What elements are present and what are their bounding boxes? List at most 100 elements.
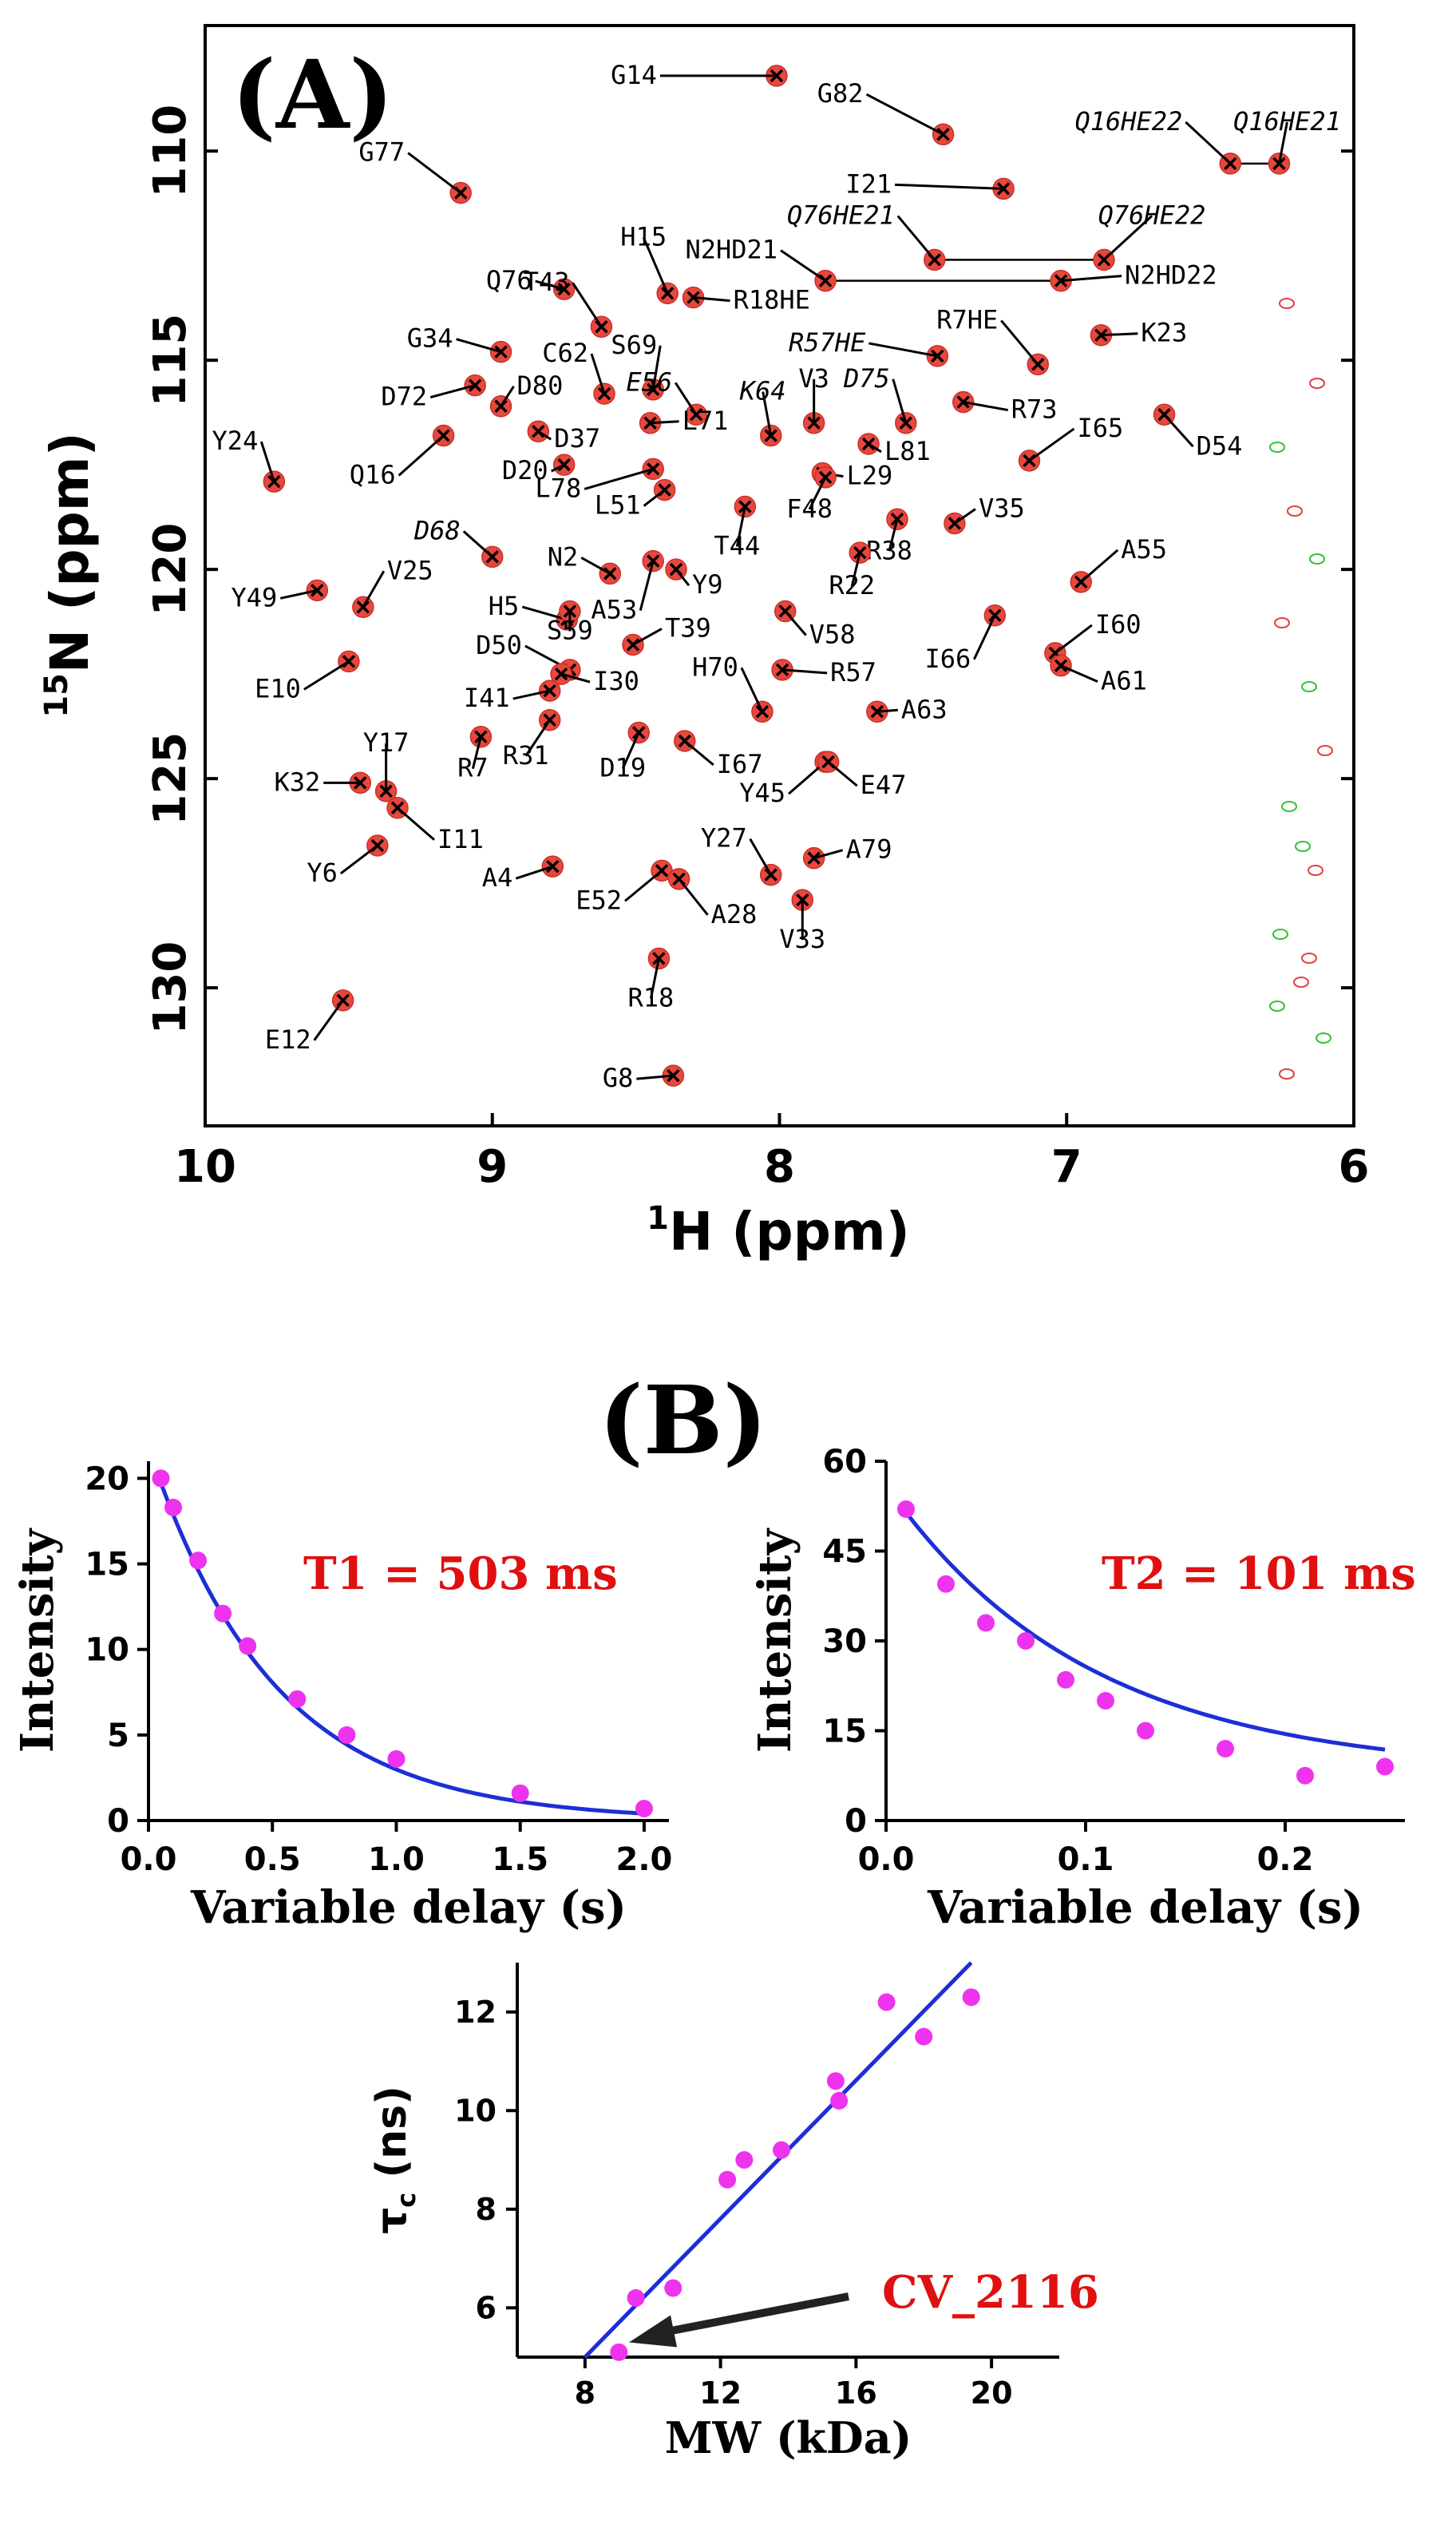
hsqc-peak: R31 — [503, 709, 561, 771]
hsqc-peak-leader — [259, 441, 275, 482]
hsqc-peak-cross — [899, 416, 913, 430]
hsqc-peak-cross — [667, 1068, 680, 1083]
hsqc-peak-label: F48 — [786, 493, 833, 524]
hsqc-peak-label: Y6 — [307, 858, 338, 888]
t2-data-point — [1137, 1722, 1154, 1740]
hsqc-peak-label: L78 — [535, 473, 581, 503]
hsqc-peak-label: K64 — [739, 375, 786, 406]
hsqc-peak-label: Q76HE22 — [1098, 200, 1206, 230]
t1-data-point — [511, 1784, 529, 1802]
tauc-annotation: CV_2116 — [882, 2266, 1099, 2319]
hsqc-peak-label: K32 — [274, 767, 320, 797]
tauc-y-axis-title-rest: (ns) — [368, 2086, 416, 2193]
hsqc-peak-leader — [827, 761, 858, 787]
hsqc-peak-label: I21 — [845, 168, 892, 199]
hsqc-peak-label: D19 — [599, 752, 646, 783]
hsqc-peak-leader — [462, 530, 493, 558]
hsqc-peak: I67 — [674, 730, 763, 779]
hsqc-peak-leader — [537, 430, 552, 441]
hsqc-peak-leader — [572, 282, 603, 328]
noise-contour — [1279, 1068, 1295, 1080]
hsqc-peak: R7 — [457, 725, 493, 783]
hsqc-peak-label: R57HE — [789, 327, 866, 358]
hsqc-y-tick-label: 120 — [144, 523, 196, 616]
hsqc-peak-label: D80 — [517, 370, 564, 401]
hsqc-peak-leader — [1163, 414, 1194, 448]
hsqc-peak: V3 — [798, 363, 829, 434]
hsqc-peak: K64 — [739, 375, 786, 447]
tauc-data-point — [735, 2151, 754, 2169]
hsqc-peak: Y17 — [363, 727, 410, 802]
t2-x-tick-label: 0.2 — [1257, 1841, 1314, 1878]
hsqc-peak-label: A79 — [846, 834, 892, 865]
hsqc-peak-label: A28 — [711, 899, 758, 929]
hsqc-peak: E47 — [817, 751, 906, 800]
hsqc-peak-label: H15 — [620, 221, 667, 252]
hsqc-peak-leader — [780, 249, 826, 282]
hsqc-peak: H70 — [692, 652, 774, 723]
t1-y-tick-label: 20 — [85, 1460, 129, 1497]
hsqc-peak-cross — [764, 868, 777, 882]
hsqc-peak: A28 — [667, 868, 758, 929]
tauc-data-point — [627, 2288, 645, 2307]
hsqc-peak-leader — [683, 739, 714, 767]
tauc-y-tick-label: 8 — [476, 2192, 497, 2227]
hsqc-peak-label: I60 — [1095, 609, 1141, 640]
t2-data-point — [937, 1575, 955, 1593]
hsqc-peak: I30 — [550, 663, 639, 696]
hsqc-peak: D20 — [502, 454, 576, 485]
t1-x-tick-label: 0.5 — [244, 1841, 301, 1878]
hsqc-peak-label: I30 — [593, 666, 639, 696]
hsqc-peak-cross — [660, 287, 675, 300]
hsqc-y-tick-label: 115 — [144, 314, 196, 407]
hsqc-peak-cross — [870, 705, 884, 719]
hsqc-peak-label: Y17 — [363, 727, 410, 758]
hsqc-peak-label: L71 — [682, 406, 729, 436]
hsqc-peak: I66 — [925, 604, 1007, 674]
hsqc-peak-label: R7HE — [936, 304, 998, 335]
t1-x-tick-label: 2.0 — [616, 1841, 673, 1878]
hsqc-peak-label: R73 — [1011, 394, 1058, 425]
hsqc-peak: R57 — [771, 657, 876, 687]
tauc-data-point — [664, 2279, 682, 2297]
noise-contour — [1308, 865, 1323, 876]
hsqc-peak-leader — [339, 844, 378, 875]
hsqc-peak-leader — [512, 689, 551, 700]
hsqc-peak-label: T39 — [665, 612, 711, 643]
hsqc-peak: S59 — [547, 600, 593, 646]
panel-tauc-mw-chart: 8 12 16 20 6 8 10 12 CV_2116 MW (kDa) τc (ns) — [368, 1961, 1099, 2463]
hsqc-peak-leader — [1277, 121, 1288, 164]
hsqc-peak: H15 — [620, 221, 679, 305]
tauc-data-point — [830, 2091, 849, 2110]
hsqc-peak: K23 — [1090, 318, 1187, 348]
hsqc-peak: R18HE — [682, 285, 810, 315]
t2-x-tick-label: 0.1 — [1058, 1841, 1114, 1878]
hsqc-peak-cross — [770, 69, 784, 83]
hsqc-peak-leader — [624, 870, 663, 902]
hsqc-peak-label: L29 — [846, 461, 892, 491]
t2-data-point — [1097, 1692, 1114, 1710]
hsqc-peak-label: R57 — [830, 657, 876, 687]
hsqc-peak-label: L51 — [595, 490, 641, 521]
hsqc-peak-label: G82 — [817, 78, 864, 109]
tauc-data-point — [915, 2027, 933, 2046]
hsqc-peak: V33 — [779, 889, 825, 954]
t1-x-tick-label: 1.5 — [492, 1841, 548, 1878]
t2-annotation: T2 = 101 ms — [1102, 1547, 1416, 1600]
hsqc-peak-leader — [1080, 549, 1119, 583]
hsqc-plot-frame — [204, 24, 1355, 1127]
hsqc-peak: I41 — [464, 680, 561, 713]
hsqc-peak-leader — [621, 731, 640, 770]
hsqc-peak-label: S59 — [547, 616, 593, 646]
hsqc-peak: A55 — [1070, 534, 1167, 593]
hsqc-peak: D54 — [1153, 403, 1242, 461]
noise-contour — [1293, 977, 1309, 988]
hsqc-x-tick-label: 6 — [1339, 1141, 1370, 1193]
hsqc-peak-label: C62 — [542, 338, 588, 368]
tauc-data-point — [877, 1993, 896, 2011]
hsqc-peak-leader — [868, 442, 882, 454]
hsqc-peak-leader — [895, 183, 1004, 190]
hsqc-peak-label: V35 — [979, 493, 1025, 524]
t1-data-point — [214, 1604, 232, 1623]
hsqc-peak-label: R18 — [628, 982, 675, 1012]
